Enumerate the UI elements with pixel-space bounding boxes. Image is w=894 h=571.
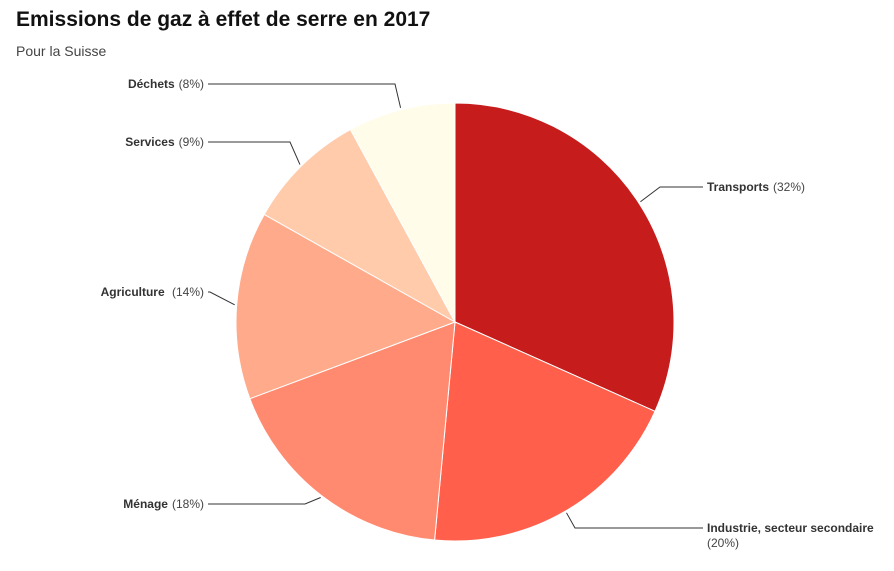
slice-label-3: Ménage (18%) [123, 497, 204, 511]
slice-label-5: Services (9%) [125, 135, 204, 149]
slice-label-6: Déchets (8%) [128, 77, 204, 91]
leader-line-3 [208, 497, 321, 505]
slice-label-2: Industrie, secteur secondaire (20%) [707, 521, 874, 550]
slice-percent-6: (8%) [179, 77, 204, 91]
slice-name-1: Transports [707, 180, 769, 194]
leader-line-6 [208, 83, 402, 108]
slice-name-5: Services [125, 135, 175, 149]
chart-title: Emissions de gaz à effet de serre en 201… [16, 8, 431, 31]
pie-slice-6[interactable] [349, 102, 456, 323]
pie-slices [235, 102, 675, 542]
slice-percent-4: (14%) [172, 285, 204, 299]
leader-line-2 [566, 512, 703, 529]
pie-slice-2[interactable] [434, 321, 656, 542]
slice-percent-5: (9%) [179, 135, 204, 149]
slice-percent-2: (20%) [707, 536, 739, 550]
pie-slice-3[interactable] [249, 321, 456, 541]
pie-slice-1[interactable] [454, 102, 675, 412]
leader-line-1 [640, 186, 703, 203]
chart-subtitle: Pour la Suisse [16, 43, 107, 59]
pie-slice-5[interactable] [263, 128, 457, 324]
slice-percent-3: (18%) [172, 497, 204, 511]
slice-name-4: Agriculture [101, 285, 168, 299]
pie-labels: Transports (32%) Industrie, secteur second… [101, 77, 874, 550]
pie-slice-4[interactable] [235, 213, 457, 400]
slice-name-2: Industrie, secteur secondaire [707, 521, 874, 535]
slice-name-3: Ménage [123, 497, 168, 511]
leader-line-4 [208, 291, 235, 306]
slice-percent-1: (32%) [773, 180, 805, 194]
leader-line-5 [208, 141, 301, 165]
slice-name-6: Déchets [128, 77, 175, 91]
slice-label-1: Transports (32%) [707, 180, 805, 194]
slice-label-4: Agriculture (14%) [101, 285, 204, 299]
